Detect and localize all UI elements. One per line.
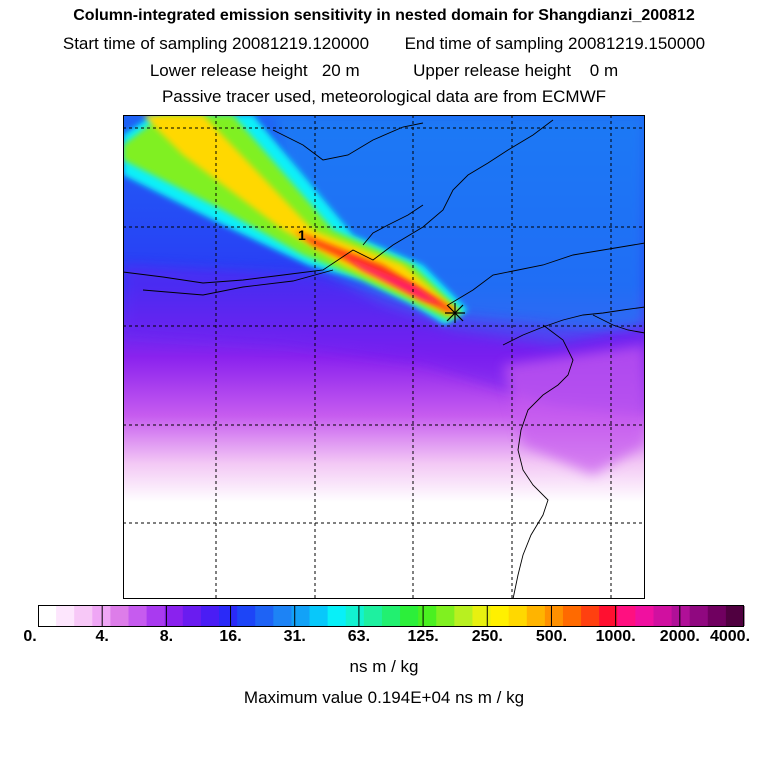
colorbar-cell — [490, 606, 510, 626]
country-borders — [123, 119, 645, 599]
colorbar-cell — [617, 606, 636, 626]
colorbar-cell — [454, 606, 473, 626]
colorbar-frame — [38, 605, 744, 627]
plume-core — [343, 255, 443, 305]
colorbar-cell — [400, 606, 419, 626]
colorbar-cell — [635, 606, 654, 626]
release-marker-label: 1 — [298, 227, 306, 243]
colorbar-cell — [128, 606, 148, 626]
colorbar-cell — [38, 606, 57, 626]
sensitivity-map: 1 — [123, 115, 645, 599]
colorbar-tick-label: 0. — [23, 628, 37, 645]
colorbar-tick-label: 2000. — [659, 628, 700, 645]
colorbar-cell — [309, 606, 329, 626]
colorbar-cell — [418, 606, 437, 626]
colorbar — [38, 605, 745, 627]
release-heights: Lower release height 20 m Upper release … — [0, 61, 768, 81]
colorbar-dividers — [101, 606, 681, 626]
colorbar-cell — [472, 606, 492, 626]
colorbar-tick-label: 31. — [283, 628, 306, 645]
colorbar-cell — [219, 606, 238, 626]
maximum-value-label: Maximum value 0.194E+04 ns m / kg — [243, 688, 525, 707]
colorbar-cell — [56, 606, 75, 626]
colorbar-cell — [345, 606, 365, 626]
colorbar-cell — [327, 606, 347, 626]
receptor-marker-icon — [445, 303, 465, 323]
colorbar-cell — [707, 606, 727, 626]
colorbar-cell — [544, 606, 564, 626]
colorbar-cell — [562, 606, 582, 626]
colorbar-tick-label: 4. — [95, 628, 109, 645]
end-time-label: End time of sampling 20081219.150000 — [404, 34, 706, 53]
lower-release-label: Lower release height 20 m — [149, 61, 360, 80]
upper-release-label: Upper release height 0 m — [413, 61, 619, 80]
colorbar-cell — [273, 606, 292, 626]
colorbar-tick-label: 8. — [159, 628, 174, 645]
colorbar-cell — [74, 606, 93, 626]
colorbar-tick-label: 16. — [219, 628, 242, 645]
colorbar-cell — [581, 606, 600, 626]
colorbar-cell — [526, 606, 546, 626]
plot-title: Column-integrated emission sensitivity i… — [73, 7, 695, 24]
tracer-info: Passive tracer used, meteorological data… — [161, 87, 607, 106]
lat-lon-grid — [123, 115, 645, 599]
colorbar-cell — [200, 606, 220, 626]
colorbar-cells — [38, 606, 745, 626]
colorbar-cell — [92, 606, 111, 626]
colorbar-cell — [436, 606, 455, 626]
colorbar-cell — [689, 606, 709, 626]
field-region-blue — [273, 115, 645, 345]
field-region-pink — [503, 345, 645, 475]
colorbar-cell — [237, 606, 256, 626]
colorbar-cell — [146, 606, 166, 626]
colorbar-cell — [599, 606, 618, 626]
colorbar-tick-label: 63. — [347, 628, 371, 645]
colorbar-tick-label: 4000. — [709, 628, 751, 645]
colorbar-cell — [110, 606, 130, 626]
start-time-label: Start time of sampling 20081219.120000 — [62, 34, 370, 53]
colorbar-tick-label: 250. — [471, 628, 503, 645]
colorbar-cell — [381, 606, 401, 626]
map-frame — [123, 115, 645, 599]
colorbar-cell — [182, 606, 202, 626]
colorbar-cell — [653, 606, 673, 626]
colorbar-cell — [725, 606, 745, 626]
sampling-times: Start time of sampling 20081219.120000 E… — [0, 34, 768, 54]
colorbar-cell — [671, 606, 691, 626]
colorbar-tick-label: 125. — [407, 628, 439, 645]
colorbar-cell — [363, 606, 383, 626]
colorbar-cell — [164, 606, 184, 626]
colorbar-tick-label: 1000. — [595, 628, 636, 645]
colorbar-cell — [291, 606, 311, 626]
units-label: ns m / kg — [349, 657, 419, 676]
colorbar-cell — [255, 606, 274, 626]
colorbar-tick-label: 500. — [535, 628, 568, 645]
colorbar-cell — [508, 606, 528, 626]
